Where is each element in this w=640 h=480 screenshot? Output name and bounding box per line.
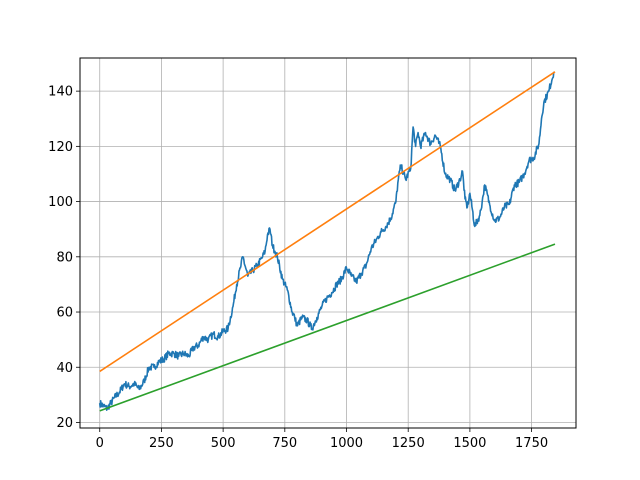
y-tick-label: 80 — [56, 250, 73, 265]
x-tick-label: 750 — [272, 436, 297, 451]
series-line-3 — [99, 243, 556, 412]
series-line-2 — [99, 71, 556, 373]
y-tick-label: 100 — [48, 195, 73, 210]
grid-lines — [80, 58, 576, 428]
x-tick-label: 500 — [211, 436, 236, 451]
series-line-1 — [98, 71, 555, 411]
y-tick-label: 140 — [48, 85, 73, 100]
plot-frame — [79, 57, 577, 429]
x-tick-label: 250 — [149, 436, 174, 451]
series-group — [98, 71, 556, 412]
y-axis: 20 40 60 80 100 120 140 — [48, 85, 80, 431]
x-tick-label: 1250 — [392, 436, 425, 451]
y-tick-label: 60 — [56, 306, 73, 321]
y-tick-label: 40 — [56, 361, 73, 376]
y-tick-label: 120 — [48, 140, 73, 155]
x-tick-label: 1500 — [453, 436, 486, 451]
x-tick-label: 0 — [96, 436, 104, 451]
x-tick-label: 1750 — [515, 436, 548, 451]
x-tick-label: 1000 — [330, 436, 363, 451]
y-tick-label: 20 — [56, 416, 73, 431]
x-axis: 0 250 500 750 1000 1250 1500 1750 — [96, 428, 548, 451]
